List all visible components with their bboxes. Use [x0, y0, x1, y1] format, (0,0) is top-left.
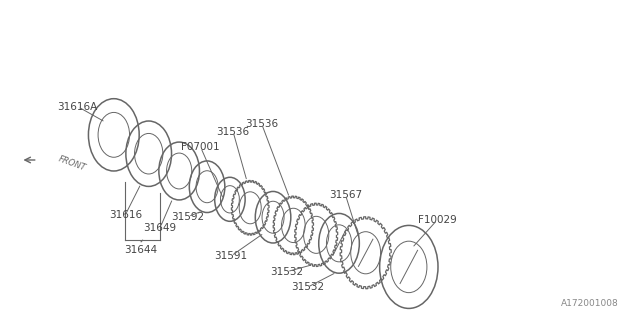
Text: 31649: 31649	[143, 223, 177, 233]
Text: FRONT: FRONT	[57, 154, 87, 172]
Text: 31644: 31644	[125, 244, 157, 255]
Text: A172001008: A172001008	[561, 299, 618, 308]
Text: 31592: 31592	[172, 212, 205, 221]
Text: 31532: 31532	[291, 282, 324, 292]
Text: F07001: F07001	[181, 142, 220, 152]
Text: 31567: 31567	[329, 189, 362, 200]
Text: 31591: 31591	[214, 251, 248, 261]
Text: 31532: 31532	[271, 267, 303, 276]
Text: 31536: 31536	[216, 127, 250, 137]
Text: 31616: 31616	[109, 210, 142, 220]
Text: F10029: F10029	[418, 215, 457, 225]
Text: 31616A: 31616A	[58, 101, 98, 112]
Text: 31536: 31536	[245, 119, 278, 129]
